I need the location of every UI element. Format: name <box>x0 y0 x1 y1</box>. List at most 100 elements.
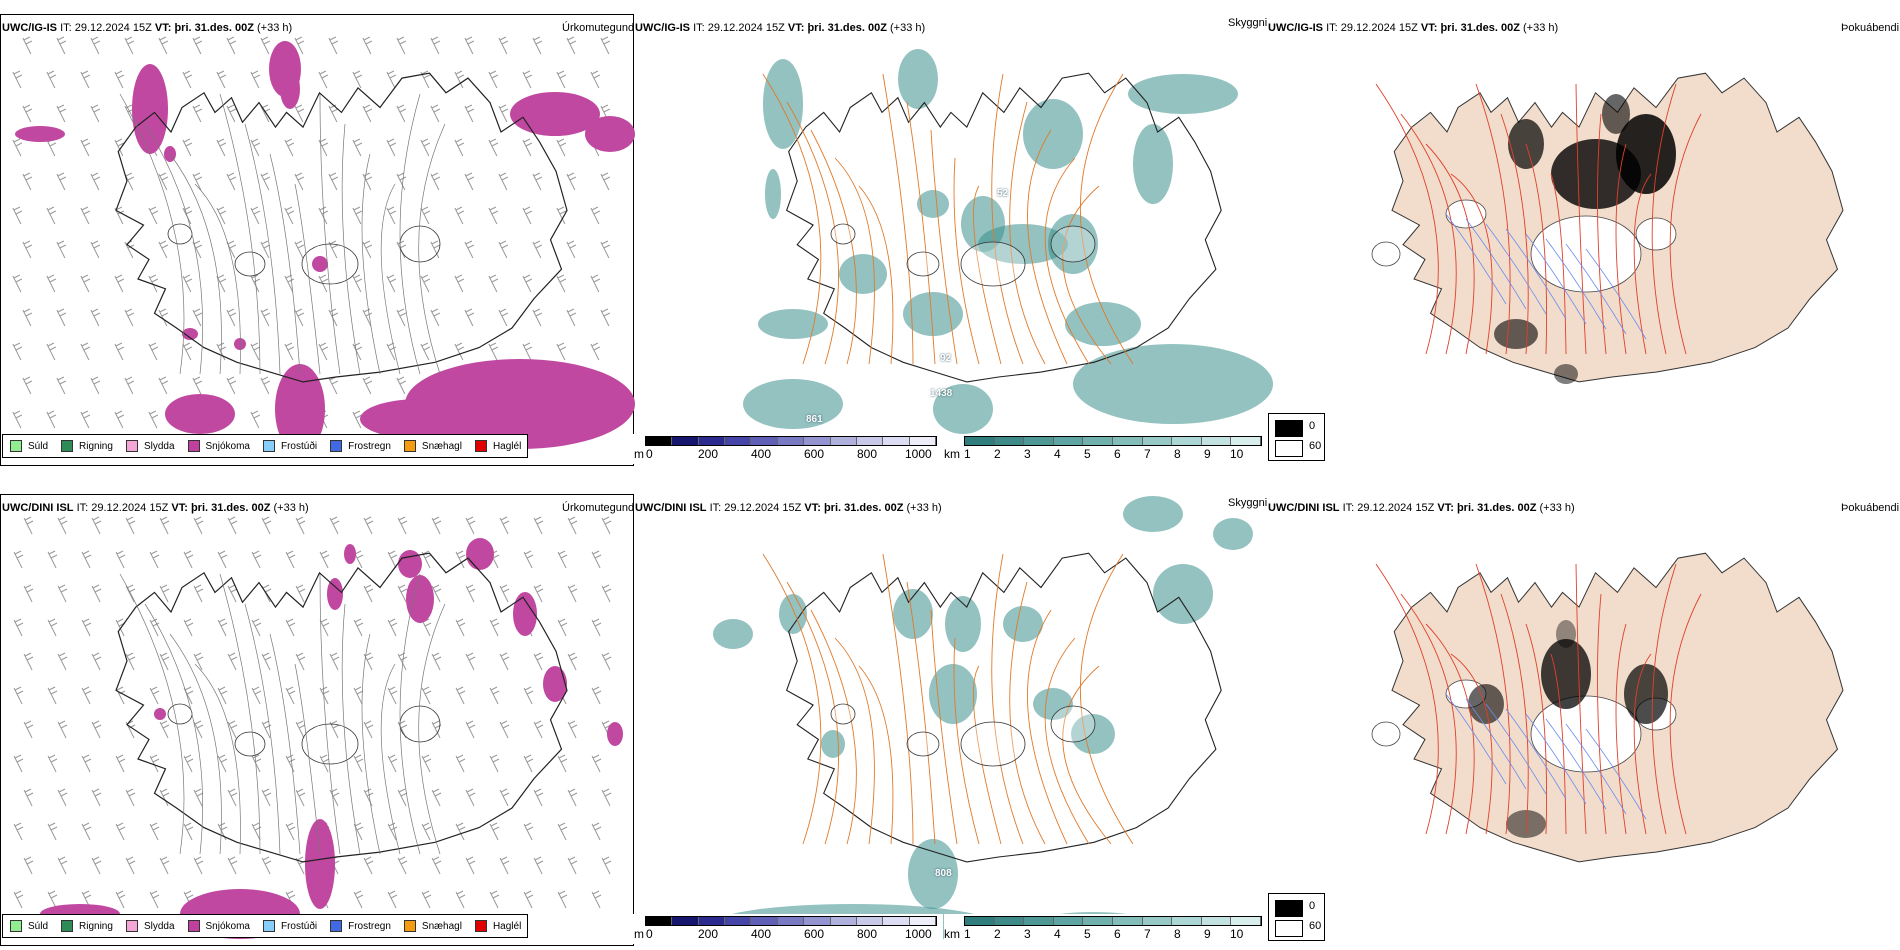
wind-barb <box>57 652 68 671</box>
river <box>1505 228 1567 320</box>
wind-barb <box>80 274 91 293</box>
wind-barb <box>591 890 602 909</box>
wind-barb <box>591 550 602 569</box>
wind-barb <box>533 652 544 671</box>
wind-barb <box>329 652 340 671</box>
wind-barb <box>362 104 373 123</box>
wind-barb <box>90 240 101 259</box>
wind-barb <box>159 788 170 807</box>
wind-barb <box>193 652 204 671</box>
it-label: IT: <box>76 502 89 514</box>
wind-barb <box>488 70 499 89</box>
legend-swatch <box>10 920 22 932</box>
it-label: IT: <box>60 22 72 34</box>
wind-barb <box>498 36 509 55</box>
colorbar-cell <box>1053 917 1084 925</box>
wind-barb <box>557 618 568 637</box>
wind-barb <box>567 516 578 535</box>
legend-label: Haglél <box>492 920 522 932</box>
wind-barb <box>523 686 534 705</box>
wind-barb <box>397 516 408 535</box>
wind-barb <box>227 788 238 807</box>
low-visibility-area <box>839 254 887 294</box>
road <box>972 665 1002 845</box>
road <box>341 603 361 855</box>
wind-barb <box>397 720 408 739</box>
wind-barb <box>182 206 193 225</box>
wind-barb <box>217 550 228 569</box>
wind-barb <box>556 206 567 225</box>
wind-barb <box>499 856 510 875</box>
wind-barb <box>455 550 466 569</box>
road <box>1009 581 1046 845</box>
colorbar-cell <box>1201 437 1232 445</box>
wind-barb <box>182 342 193 361</box>
model-name: UWC/DINI ISL <box>635 502 707 514</box>
vt-value: þri. 31.des. 00Z <box>1456 502 1537 514</box>
legend-item-snaehagl: Snæhagl <box>403 440 462 452</box>
road <box>882 553 914 845</box>
colorbar-cell <box>1231 437 1261 445</box>
wind-barb <box>522 70 533 89</box>
wind-barb <box>81 618 92 637</box>
road <box>1633 653 1652 835</box>
wind-barb <box>149 618 160 637</box>
wind-barb <box>387 550 398 569</box>
wind-barb <box>499 652 510 671</box>
legend-label: Snæhagl <box>421 920 462 932</box>
wind-barb <box>431 584 442 603</box>
wind-barb <box>81 754 92 773</box>
visibility-bar <box>964 916 1262 926</box>
wind-barb <box>12 206 23 225</box>
wind-barb <box>318 70 329 89</box>
tick-1: 1 <box>964 447 971 461</box>
road <box>194 663 241 855</box>
road <box>1525 623 1548 835</box>
wind-barb <box>12 410 23 429</box>
wind-barb <box>149 890 160 909</box>
legend-value: 0 <box>1309 900 1316 912</box>
snow-area <box>182 328 198 340</box>
glacier-outline <box>399 225 441 263</box>
header-fog-row2: UWC/DINI ISL IT: 29.12.2024 15Z VT: þri.… <box>1268 502 1575 514</box>
tick-10: 10 <box>1230 447 1244 461</box>
wind-barb <box>556 138 567 157</box>
wind-barb <box>46 206 57 225</box>
wind-barb <box>90 376 101 395</box>
low-visibility-area <box>1123 496 1183 532</box>
wind-barb <box>217 754 228 773</box>
wind-barb <box>12 70 23 89</box>
glacier-outline <box>906 731 940 757</box>
precip-title-row2: Úrkomutegund <box>562 502 635 514</box>
wind-barb <box>125 584 136 603</box>
snow-area <box>234 338 246 350</box>
wind-barb <box>125 652 136 671</box>
wind-barb <box>601 652 612 671</box>
lead-time: (+33 h) <box>257 22 293 34</box>
wind-barb <box>522 342 533 361</box>
wind-barb <box>532 172 543 191</box>
colorbar-cell <box>883 917 910 925</box>
wind-barb <box>250 138 261 157</box>
snow-area <box>406 575 434 623</box>
colorbar-cell <box>672 917 699 925</box>
wind-barb <box>454 274 465 293</box>
glacier-outline <box>830 223 856 245</box>
vt-value: þri. 31.des. 00Z <box>190 502 271 514</box>
road <box>991 553 1024 845</box>
it-value: 29.12.2024 15Z <box>724 502 802 514</box>
wind-barb <box>488 274 499 293</box>
wind-barb <box>261 516 272 535</box>
wind-barb <box>226 104 237 123</box>
legend-item-sudd: Súld <box>10 440 48 452</box>
wind-barb <box>522 138 533 157</box>
wind-barb <box>294 172 305 191</box>
wind-barb <box>56 172 67 191</box>
road <box>219 573 261 855</box>
wind-barb <box>363 516 374 535</box>
wind-barb <box>328 36 339 55</box>
wind-barb <box>387 686 398 705</box>
wind-barb <box>498 104 509 123</box>
wind-barb <box>454 342 465 361</box>
fog-title-row2: Þokuábendi <box>1841 502 1900 514</box>
